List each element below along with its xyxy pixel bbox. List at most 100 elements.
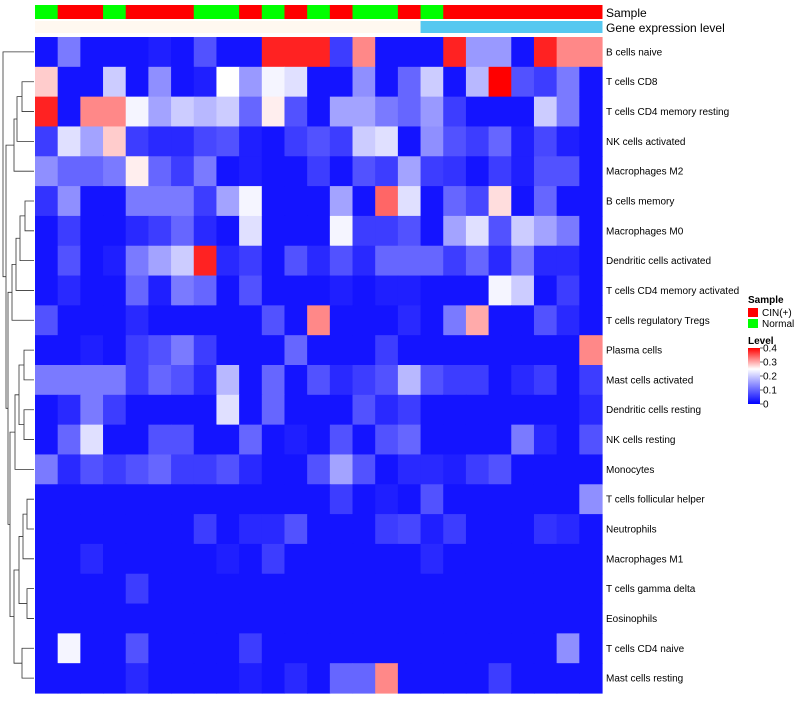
heatmap-cell [148, 573, 172, 605]
heatmap-cell [125, 245, 149, 277]
heatmap-cell [533, 514, 558, 545]
sample-track-cell [375, 5, 399, 19]
heatmap-cell [420, 305, 444, 336]
heatmap-cell [352, 633, 376, 664]
heatmap-cell [239, 514, 263, 545]
heatmap-cell [80, 275, 104, 306]
heatmap-cell [57, 66, 81, 98]
heatmap-cell [80, 245, 104, 277]
heatmap-cell [397, 633, 422, 664]
heatmap-cell [80, 335, 104, 366]
heatmap-cell [307, 424, 331, 456]
heatmap-cell [511, 96, 535, 128]
heatmap-cell [261, 394, 286, 426]
sample-track-cell [216, 5, 240, 19]
heatmap-cell [239, 484, 263, 515]
heatmap-cell [125, 663, 149, 694]
heatmap-cell [35, 424, 59, 456]
heatmap-cell [193, 156, 218, 187]
heatmap-cell [352, 573, 376, 605]
heatmap-cell [329, 484, 354, 515]
heatmap-cell [352, 424, 376, 456]
heatmap-cell [216, 365, 240, 396]
heatmap-cell [556, 245, 580, 277]
heatmap-cell [329, 514, 354, 545]
heatmap-cell [375, 37, 399, 68]
heatmap-cell [533, 66, 558, 98]
heatmap-cell [216, 633, 240, 664]
heatmap-cell [579, 663, 603, 694]
heatmap-cell [125, 365, 149, 396]
heatmap-cell [579, 633, 603, 664]
heatmap-cell [239, 394, 263, 426]
heatmap-cell [397, 335, 422, 366]
heatmap-cell [488, 394, 512, 426]
heatmap-cell [125, 305, 149, 336]
heatmap-cell [556, 424, 580, 456]
heatmap-cell [579, 96, 603, 128]
heatmap-cell [35, 603, 59, 634]
heatmap-cell [103, 633, 127, 664]
heatmap-cell [579, 514, 603, 545]
heatmap-cell [397, 66, 422, 98]
heatmap-cell [307, 66, 331, 98]
heatmap-cell [329, 633, 354, 664]
heatmap-cell [420, 275, 444, 306]
legend-sample-swatch [748, 319, 758, 328]
heatmap-cell [239, 37, 263, 68]
heatmap-cell [193, 573, 218, 605]
heatmap-cell [193, 514, 218, 545]
heatmap-cell [103, 573, 127, 605]
heatmap-cell [57, 365, 81, 396]
heatmap-cell [443, 603, 467, 634]
heatmap-cell [171, 305, 195, 336]
heatmap-cell [80, 514, 104, 545]
heatmap-cell [397, 215, 422, 247]
heatmap-cell [556, 96, 580, 128]
expression-track-cell [375, 21, 399, 33]
heatmap-cell [579, 186, 603, 217]
heatmap-cell [329, 126, 354, 157]
heatmap-cell [239, 156, 263, 187]
heatmap-cell [148, 365, 172, 396]
heatmap-cell [556, 156, 580, 187]
sample-track-cell [148, 5, 172, 19]
heatmap-cell [420, 543, 444, 575]
heatmap-cell [148, 66, 172, 98]
heatmap-cell [103, 603, 127, 634]
heatmap-cell [57, 215, 81, 247]
row-label: Dendritic cells resting [606, 405, 701, 416]
heatmap-cell [261, 454, 286, 485]
heatmap-cell [397, 663, 422, 694]
heatmap-cell [284, 305, 308, 336]
heatmap-cell [307, 484, 331, 515]
heatmap-cell [488, 603, 512, 634]
heatmap-cell [533, 245, 558, 277]
heatmap-cell [307, 543, 331, 575]
heatmap-cell [511, 186, 535, 217]
heatmap-cell [125, 37, 149, 68]
heatmap-cell [261, 633, 286, 664]
heatmap-cell [307, 215, 331, 247]
heatmap-cell [125, 484, 149, 515]
heatmap-cell [307, 335, 331, 366]
heatmap-cell [35, 37, 59, 68]
heatmap-cell [193, 37, 218, 68]
heatmap-cell [239, 365, 263, 396]
heatmap-cell [556, 305, 580, 336]
heatmap-cell [57, 573, 81, 605]
heatmap-cell [171, 514, 195, 545]
heatmap-cell [239, 186, 263, 217]
heatmap-cell [352, 37, 376, 68]
heatmap-cell [307, 245, 331, 277]
heatmap-cell [57, 633, 81, 664]
heatmap-cell [443, 245, 467, 277]
heatmap-cell [284, 37, 308, 68]
heatmap-cell [148, 37, 172, 68]
heatmap-cell [420, 96, 444, 128]
heatmap-cell [329, 37, 354, 68]
heatmap-cell [329, 156, 354, 187]
row-label: T cells CD4 naive [606, 644, 685, 655]
heatmap-cell [352, 126, 376, 157]
